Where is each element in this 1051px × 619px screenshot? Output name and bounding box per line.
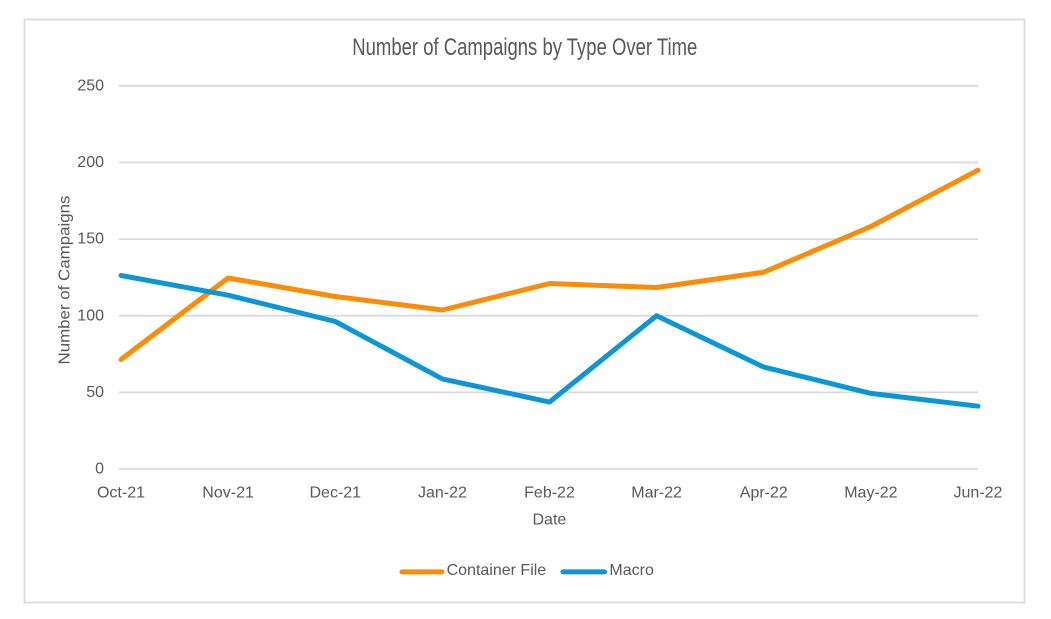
svg-text:Number of Campaigns: Number of Campaigns: [57, 196, 74, 365]
svg-text:250: 250: [77, 77, 104, 94]
svg-text:Date: Date: [533, 511, 567, 528]
svg-text:Dec-21: Dec-21: [310, 484, 362, 501]
svg-text:Feb-22: Feb-22: [524, 484, 575, 501]
svg-text:150: 150: [77, 231, 104, 248]
svg-text:Oct-21: Oct-21: [97, 484, 145, 501]
svg-text:Apr-22: Apr-22: [740, 484, 788, 501]
svg-text:50: 50: [86, 384, 104, 401]
svg-text:Jun-22: Jun-22: [954, 484, 1003, 501]
svg-text:Macro: Macro: [609, 562, 654, 579]
svg-text:May-22: May-22: [844, 484, 897, 501]
svg-text:Mar-22: Mar-22: [631, 484, 682, 501]
svg-text:Number of Campaigns by Type Ov: Number of Campaigns by Type Over Time: [352, 34, 697, 61]
svg-text:Nov-21: Nov-21: [202, 484, 254, 501]
svg-text:0: 0: [95, 461, 104, 478]
svg-text:200: 200: [77, 154, 104, 171]
svg-text:Container File: Container File: [447, 562, 547, 579]
svg-text:100: 100: [77, 307, 104, 324]
svg-text:Jan-22: Jan-22: [418, 484, 467, 501]
